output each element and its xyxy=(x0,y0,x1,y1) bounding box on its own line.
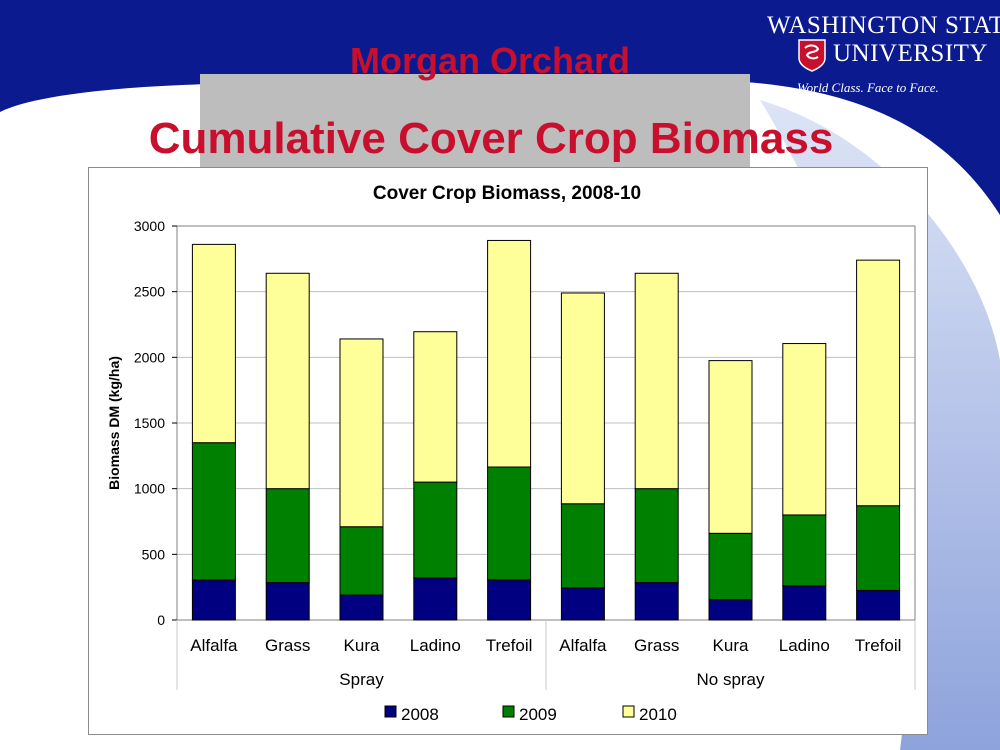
bars-layer xyxy=(191,239,901,621)
bar-segment-2010 xyxy=(856,259,901,507)
chart-title: Cover Crop Biomass, 2008-10 xyxy=(373,183,641,204)
slide-title: Cumulative Cover Crop Biomass xyxy=(148,114,834,163)
legend-label: 2008 xyxy=(401,705,439,724)
y-tick-label: 2500 xyxy=(134,284,165,300)
bar-segment-2009 xyxy=(487,466,532,581)
y-tick-label: 1000 xyxy=(134,481,165,497)
bar-segment-2008 xyxy=(708,599,753,621)
bar-segment-2009 xyxy=(339,526,384,596)
legend-swatch-2009 xyxy=(502,705,515,718)
bar-segment-2008 xyxy=(856,589,901,621)
bar-segment-2009 xyxy=(708,532,753,601)
bar-segment-2009 xyxy=(856,505,901,591)
x-category-label: Grass xyxy=(265,636,310,655)
right-swoosh-decoration xyxy=(760,100,1000,750)
y-axis-ticks: 0 500 1000 1500 2000 2500 3000 xyxy=(134,218,177,628)
bar-segment-2010 xyxy=(191,243,236,444)
bar-segment-2010 xyxy=(413,331,458,483)
stacked-bar-chart: Cover Crop Biomass, 2008-10 0 500 1000 1500… xyxy=(106,183,916,724)
bar-segment-2010 xyxy=(782,343,827,516)
x-category-label: Ladino xyxy=(779,636,830,655)
x-category-label: Trefoil xyxy=(855,636,902,655)
bar-segment-2008 xyxy=(413,577,458,621)
bar-segment-2009 xyxy=(634,488,679,584)
bar-segment-2010 xyxy=(634,272,679,490)
bar-segment-2009 xyxy=(191,442,236,581)
bar-segment-2009 xyxy=(413,481,458,579)
bar-segment-2010 xyxy=(708,360,753,534)
bar-segment-2010 xyxy=(487,239,532,468)
logo-tagline: World Class. Face to Face. xyxy=(797,80,939,95)
x-group-label: No spray xyxy=(696,670,765,689)
bar-segment-2008 xyxy=(265,582,310,621)
university-seal-icon xyxy=(798,39,826,72)
y-tick-label: 3000 xyxy=(134,218,165,234)
x-category-label: Alfalfa xyxy=(190,636,238,655)
x-axis-categories: Alfalfa Grass Kura Ladino Trefoil Alfalfa Gras… xyxy=(176,620,916,690)
y-tick-label: 500 xyxy=(142,546,166,562)
x-category-label: Grass xyxy=(634,636,679,655)
bar-segment-2010 xyxy=(339,338,384,528)
x-category-label: Alfalfa xyxy=(559,636,607,655)
bar-segment-2008 xyxy=(634,582,679,621)
legend: 2008 2009 2010 xyxy=(384,705,677,724)
bar-segment-2009 xyxy=(782,514,827,587)
bar-segment-2008 xyxy=(487,579,532,621)
bar-segment-2009 xyxy=(560,503,605,589)
x-category-label: Ladino xyxy=(410,636,461,655)
y-axis-label: Biomass DM (kg/ha) xyxy=(106,356,122,490)
legend-swatch-2008 xyxy=(384,705,397,718)
bar-segment-2008 xyxy=(191,579,236,621)
bar-segment-2010 xyxy=(265,272,310,490)
y-tick-label: 2000 xyxy=(134,349,165,365)
logo-line2: UNIVERSITY xyxy=(833,40,988,67)
y-tick-label: 1500 xyxy=(134,415,165,431)
top-banner xyxy=(0,0,1000,215)
bar-segment-2008 xyxy=(782,585,827,621)
logo-line1: WASHINGTON STATE xyxy=(767,12,1000,39)
title-gray-panel xyxy=(200,74,750,170)
bar-segment-2010 xyxy=(560,292,605,505)
x-category-label: Trefoil xyxy=(486,636,533,655)
bar-segment-2009 xyxy=(265,488,310,584)
university-logo: WASHINGTON STATE UNIVERSITY World Class.… xyxy=(765,8,1000,100)
slide-subtitle: Morgan Orchard xyxy=(349,40,631,81)
bar-segment-2008 xyxy=(560,587,605,621)
x-category-label: Kura xyxy=(713,636,749,655)
legend-label: 2009 xyxy=(519,705,557,724)
x-category-label: Kura xyxy=(344,636,380,655)
bar-segment-2008 xyxy=(339,594,384,621)
y-tick-label: 0 xyxy=(157,612,165,628)
legend-label: 2010 xyxy=(639,705,677,724)
legend-swatch-2010 xyxy=(622,705,635,718)
x-group-label: Spray xyxy=(339,670,384,689)
